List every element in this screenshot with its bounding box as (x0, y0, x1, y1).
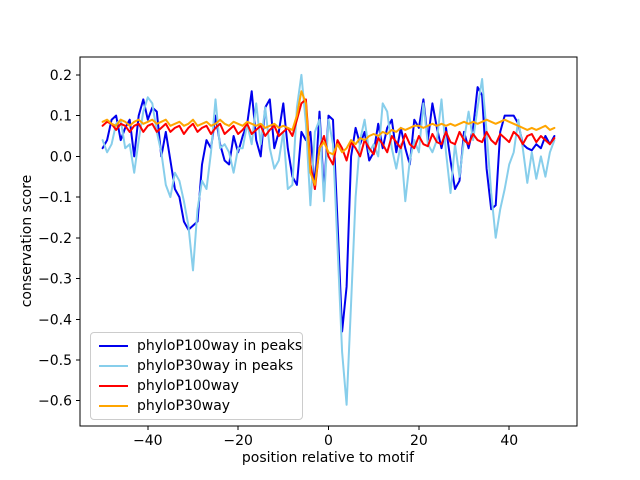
series-line-phylop30way (101, 90, 556, 186)
x-tick-label: 0 (324, 433, 333, 449)
legend-line-swatch (99, 365, 128, 367)
legend-label: phyloP100way (137, 378, 239, 394)
x-tick-label: −40 (133, 433, 163, 449)
legend-label: phyloP30way (137, 398, 231, 414)
legend-entry-phylop100way-in-peaks: phyloP100way in peaks (91, 336, 302, 356)
y-axis-label: conservation score (19, 174, 35, 308)
legend-entry-phylop100way: phyloP100way (91, 376, 302, 396)
legend-line-swatch (99, 385, 128, 387)
legend: phyloP100way in peaks phyloP30way in peak… (90, 332, 303, 420)
legend-line-swatch (99, 405, 128, 407)
series-line-phylop30way-in-peaks (101, 73, 556, 406)
legend-line-swatch (99, 345, 128, 347)
y-tick-label: 0.0 (50, 149, 72, 165)
y-tick-label: −0.3 (38, 272, 72, 288)
y-tick-label: −0.4 (38, 312, 72, 328)
y-tick-label: −0.2 (38, 231, 72, 247)
y-tick-label: −0.1 (38, 190, 72, 206)
x-axis-label: position relative to motif (241, 450, 415, 466)
y-tick-label: −0.6 (38, 394, 72, 410)
legend-label: phyloP30way in peaks (137, 358, 294, 374)
series-line-phylop100way (101, 98, 556, 190)
legend-entry-phylop30way: phyloP30way (91, 396, 302, 416)
legend-entry-phylop30way-in-peaks: phyloP30way in peaks (91, 356, 302, 376)
y-tick-label: 0.2 (50, 68, 72, 84)
x-tick-label: −20 (223, 433, 253, 449)
y-tick-label: 0.1 (50, 109, 72, 125)
series-line-phylop100way-in-peaks (101, 86, 556, 333)
x-tick-label: 20 (410, 433, 428, 449)
y-tick-label: −0.5 (38, 353, 72, 369)
x-tick-label: 40 (500, 433, 518, 449)
legend-label: phyloP100way in peaks (137, 338, 303, 354)
